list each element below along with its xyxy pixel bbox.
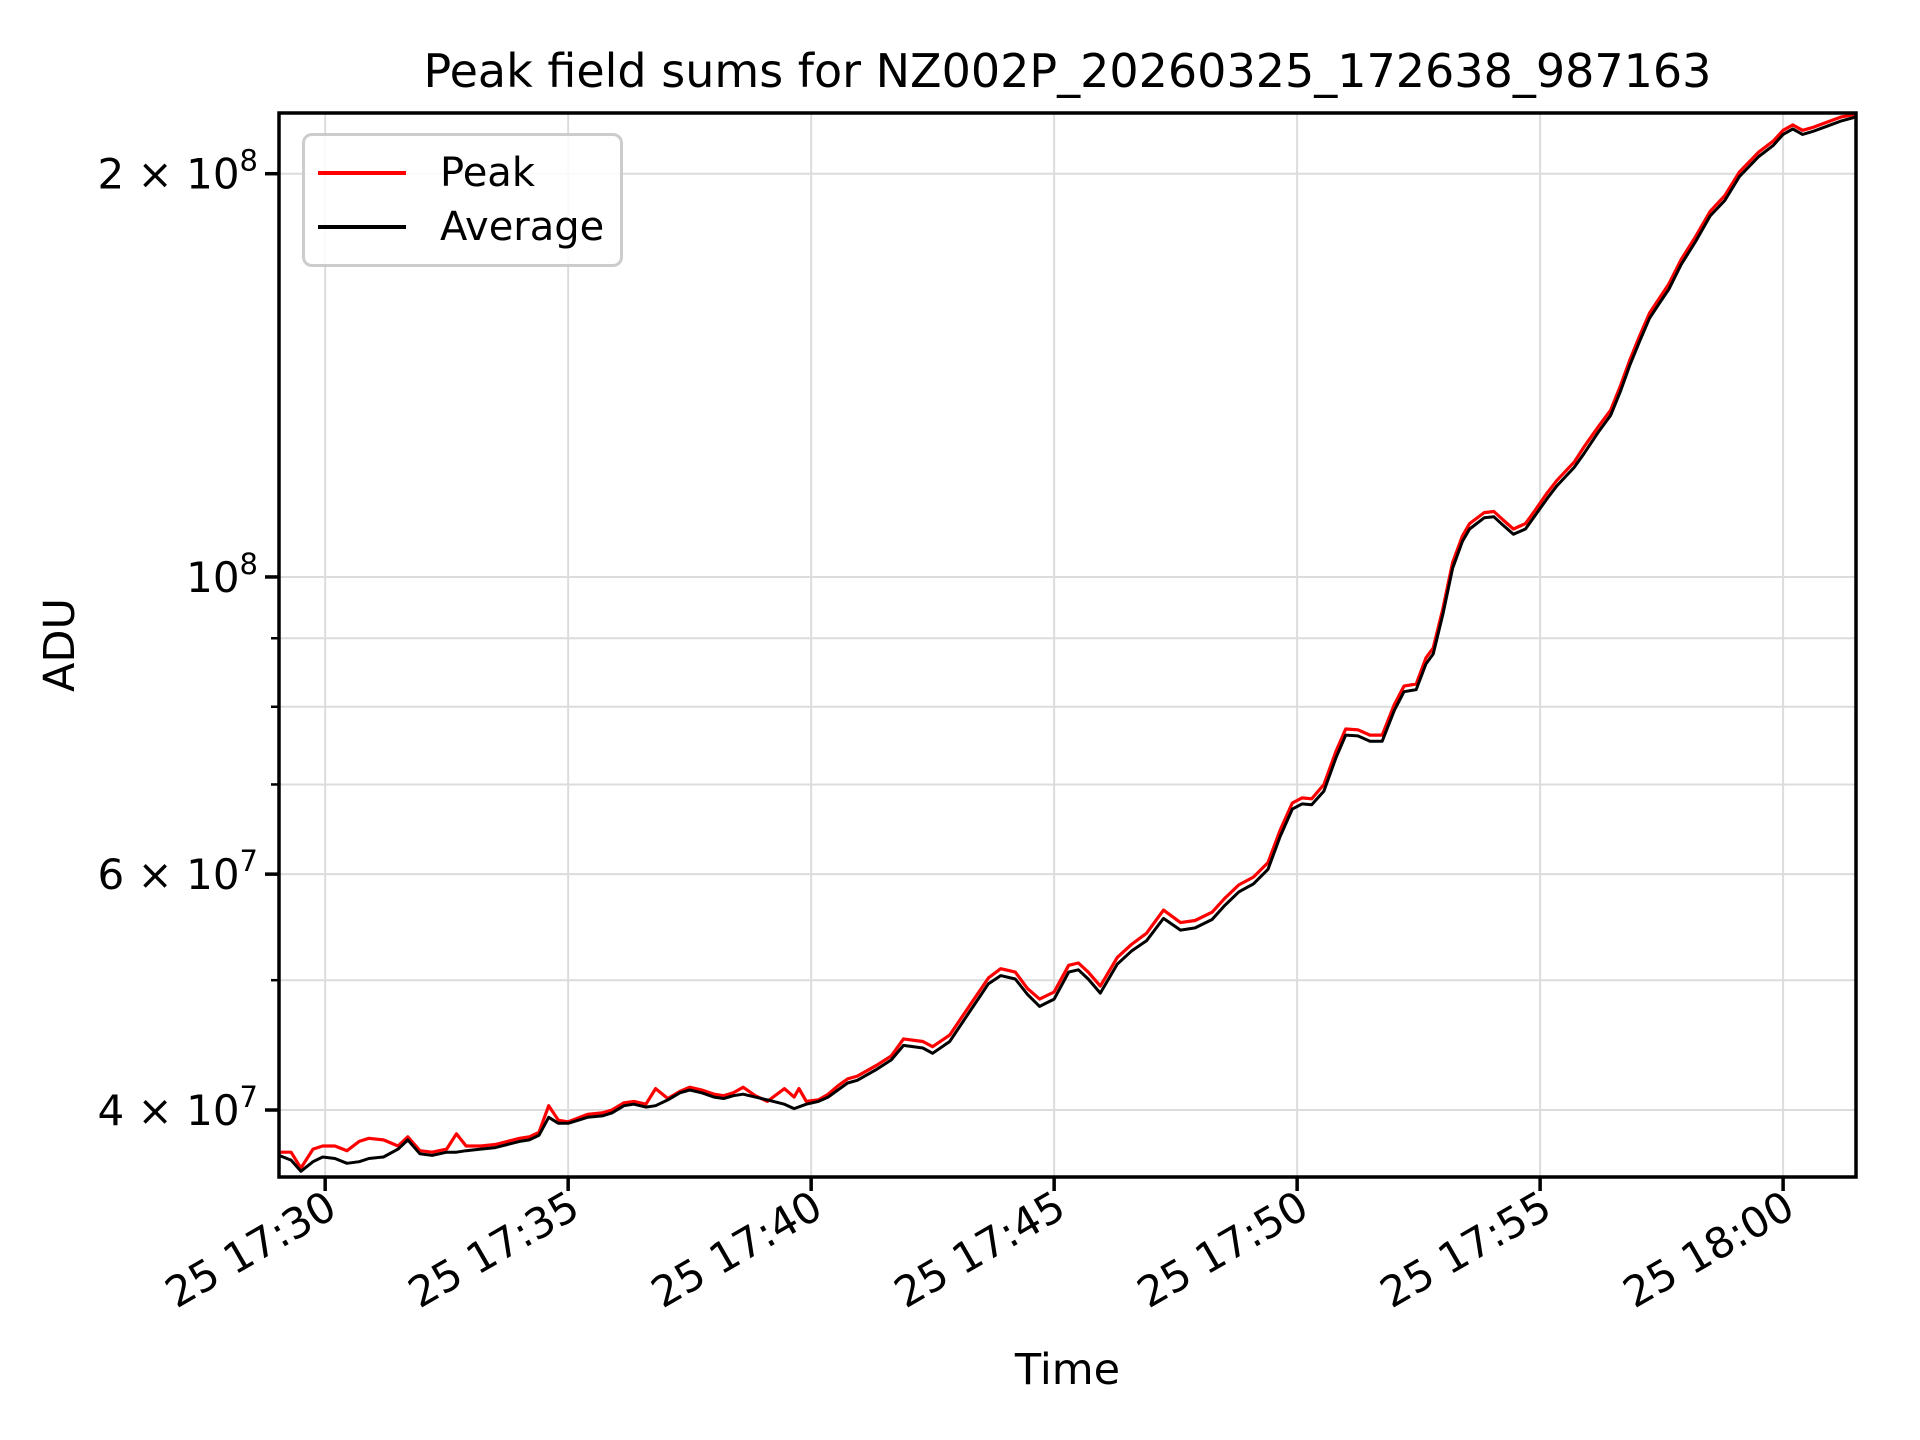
- x-axis-label: Time: [1014, 1345, 1121, 1395]
- average-series-line: [279, 115, 1856, 1173]
- legend-label-average: Average: [440, 204, 605, 251]
- y-tick-label: 4 × 107: [97, 1080, 258, 1135]
- x-tick-label: 25 17:30: [157, 1181, 344, 1317]
- legend-entry-peak: Peak: [318, 153, 620, 193]
- tick-marks: [265, 171, 1785, 1191]
- grid-lines: [279, 113, 1856, 1177]
- x-tick-label: 25 18:00: [1615, 1181, 1802, 1317]
- legend-entry-average: Average: [318, 207, 620, 247]
- x-tick-label: 25 17:50: [1129, 1181, 1316, 1317]
- x-tick-label: 25 17:35: [400, 1181, 587, 1317]
- chart-title: Peak field sums for NZ002P_20260325_1726…: [423, 44, 1712, 98]
- y-tick-label: 108: [186, 547, 258, 602]
- axes-border: [277, 111, 1858, 1179]
- peak-series-line: [279, 113, 1856, 1170]
- legend-label-peak: Peak: [440, 149, 535, 196]
- y-tick-label: 6 × 107: [97, 844, 258, 899]
- x-tick-label: 25 17:55: [1372, 1181, 1559, 1317]
- average-line-swatch: [318, 225, 406, 230]
- x-tick-label: 25 17:40: [643, 1181, 830, 1317]
- peak-line-swatch: [318, 170, 406, 175]
- series-lines: [279, 113, 1856, 1173]
- y-tick-label: 2 × 108: [97, 144, 258, 199]
- legend: Peak Average: [302, 133, 623, 267]
- x-tick-label: 25 17:45: [886, 1181, 1073, 1317]
- y-axis-label: ADU: [35, 598, 85, 692]
